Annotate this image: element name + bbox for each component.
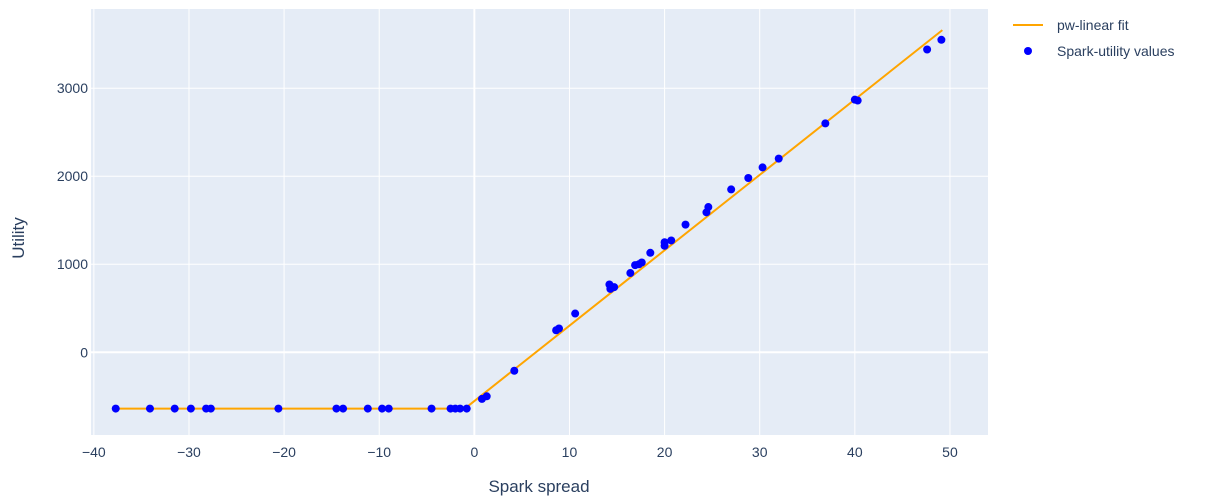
data-point[interactable]	[339, 404, 348, 413]
data-point[interactable]	[744, 173, 753, 182]
data-point[interactable]	[456, 404, 465, 413]
legend-item-fit[interactable]: pw-linear fit	[1013, 17, 1129, 33]
data-point[interactable]	[274, 404, 283, 413]
data-point[interactable]	[571, 309, 580, 318]
x-axis-title: Spark spread	[488, 477, 589, 496]
x-gridlines	[93, 9, 951, 435]
data-point[interactable]	[660, 238, 669, 247]
data-point[interactable]	[774, 154, 783, 163]
data-point[interactable]	[758, 163, 767, 172]
data-point[interactable]	[626, 269, 635, 278]
data-point[interactable]	[937, 35, 946, 44]
x-tick-label: 50	[942, 444, 958, 460]
data-point[interactable]	[704, 203, 713, 212]
x-tick-label: 30	[752, 444, 768, 460]
y-tick-labels: 0 1000 2000 3000	[57, 80, 88, 360]
data-point[interactable]	[681, 220, 690, 229]
y-tick-label: 1000	[57, 256, 88, 272]
data-point[interactable]	[384, 404, 393, 413]
data-point[interactable]	[462, 404, 471, 413]
data-point[interactable]	[637, 258, 646, 267]
data-point[interactable]	[727, 185, 736, 194]
legend-label-points: Spark-utility values	[1057, 43, 1175, 59]
y-gridlines	[91, 87, 988, 354]
y-tick-label: 0	[80, 344, 88, 360]
x-tick-label: 40	[847, 444, 863, 460]
y-axis-title: Utility	[9, 217, 28, 259]
data-point[interactable]	[378, 404, 387, 413]
plot-area	[91, 9, 988, 435]
points-layer	[111, 35, 946, 413]
y-tick-label: 3000	[57, 80, 88, 96]
data-point[interactable]	[363, 404, 372, 413]
data-point[interactable]	[555, 324, 563, 333]
data-point[interactable]	[821, 119, 830, 128]
x-tick-label: 20	[657, 444, 673, 460]
legend[interactable]: pw-linear fit Spark-utility values	[1013, 17, 1175, 59]
data-point[interactable]	[170, 404, 179, 413]
y-tick-label: 2000	[57, 168, 88, 184]
legend-label-fit: pw-linear fit	[1057, 17, 1129, 33]
data-point[interactable]	[482, 392, 491, 401]
x-tick-labels: −40 −30 −20 −10 0 10 20 30 40 50	[82, 444, 958, 460]
x-tick-label: 10	[562, 444, 578, 460]
x-tick-label: −10	[367, 444, 391, 460]
data-point[interactable]	[111, 404, 120, 413]
data-point[interactable]	[646, 248, 655, 257]
data-point[interactable]	[923, 45, 932, 54]
data-point[interactable]	[206, 404, 215, 413]
x-tick-label: −20	[272, 444, 296, 460]
legend-item-points[interactable]: Spark-utility values	[1024, 43, 1175, 59]
x-tick-label: −40	[82, 444, 106, 460]
x-tick-label: −30	[177, 444, 201, 460]
x-tick-label: 0	[470, 444, 478, 460]
data-point[interactable]	[667, 236, 676, 245]
data-point[interactable]	[186, 404, 195, 413]
data-point[interactable]	[145, 404, 154, 413]
data-point[interactable]	[853, 96, 862, 105]
data-point[interactable]	[610, 283, 619, 292]
data-point[interactable]	[510, 366, 519, 375]
data-point[interactable]	[332, 404, 341, 413]
data-point[interactable]	[427, 404, 436, 413]
legend-marker-swatch	[1024, 47, 1032, 55]
